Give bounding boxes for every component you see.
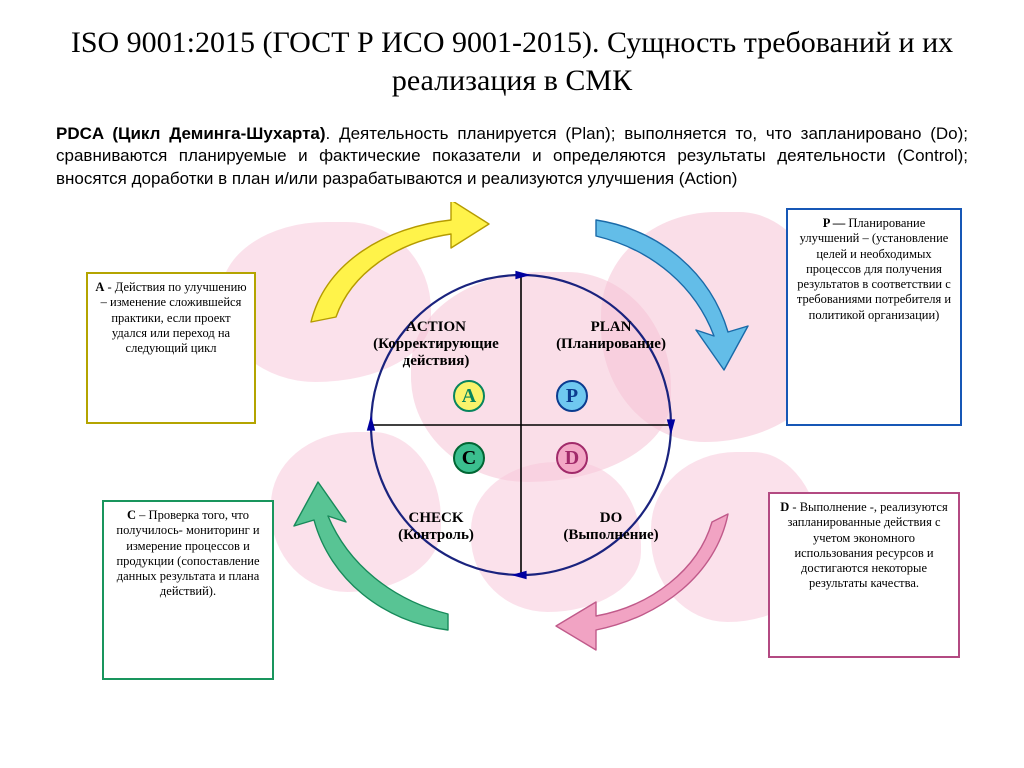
info-box-do-head: D [780, 500, 789, 514]
quadrant-label-do: DO (Выполнение) [526, 510, 696, 544]
letter-circle-d: D [556, 442, 588, 474]
info-box-action-text: - Действия по улучшению – изменение слож… [101, 280, 247, 355]
quadrant-plan-sub: (Планирование) [526, 336, 696, 353]
ring-arrow-icon [515, 271, 530, 279]
page-title: ISO 9001:2015 (ГОСТ Р ИСО 9001-2015). Су… [56, 24, 968, 101]
quadrant-check-sub: (Контроль) [351, 527, 521, 544]
info-box-plan: P — Планирование улучшений – (установлен… [786, 208, 962, 426]
info-box-plan-head: P — [823, 216, 846, 230]
quadrant-action-sub: (Корректирующие действия) [351, 336, 521, 370]
info-box-check-head: C [127, 508, 136, 522]
paragraph-lead: PDCA (Цикл Деминга-Шухарта) [56, 124, 326, 143]
info-box-check: C – Проверка того, что получилось- монит… [102, 500, 274, 680]
quadrant-action-title: ACTION [406, 319, 466, 335]
ring-arrow-icon [367, 415, 375, 430]
info-box-plan-text: Планирование улучшений – (установление ц… [797, 216, 951, 322]
arrow-yellow [311, 202, 489, 322]
letter-circle-p: P [556, 380, 588, 412]
quadrant-check-title: CHECK [408, 510, 463, 526]
quadrant-label-plan: PLAN (Планирование) [526, 319, 696, 353]
quadrant-label-check: CHECK (Контроль) [351, 510, 521, 544]
quadrant-label-action: ACTION (Корректирующие действия) [351, 319, 521, 370]
info-box-do-text: - Выполнение -, реализуются запланирован… [787, 500, 947, 590]
pdca-paragraph: PDCA (Цикл Деминга-Шухарта). Деятельност… [56, 123, 968, 190]
quadrant-do-title: DO [600, 510, 623, 526]
arrow-green [294, 482, 448, 630]
info-box-check-text: – Проверка того, что получилось- монитор… [116, 508, 259, 598]
pdca-diagram: ACTION (Корректирующие действия) PLAN (П… [56, 202, 968, 682]
quadrant-do-sub: (Выполнение) [526, 527, 696, 544]
info-box-action: A - Действия по улучшению – изменение сл… [86, 272, 256, 424]
ring-arrow-icon [667, 419, 675, 434]
letter-circle-c: C [453, 442, 485, 474]
letter-circle-a: A [453, 380, 485, 412]
ring-arrow-icon [511, 571, 526, 579]
info-box-do: D - Выполнение -, реализуются запланиров… [768, 492, 960, 658]
quadrant-plan-title: PLAN [591, 319, 632, 335]
